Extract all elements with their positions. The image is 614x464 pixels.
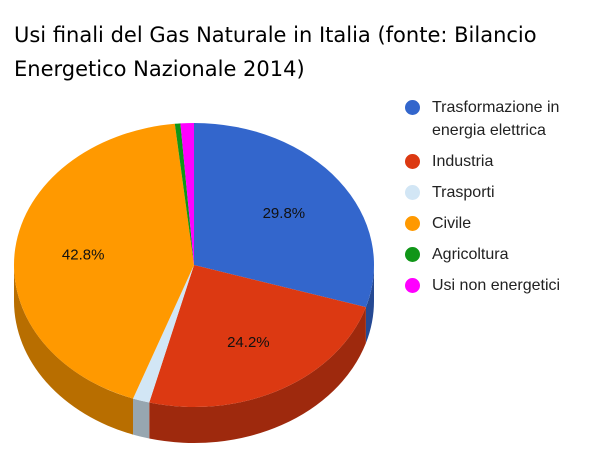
legend: Trasformazione in energia elettrica Indu… xyxy=(402,96,612,305)
legend-swatch-trasporti xyxy=(405,185,420,200)
pie-3d-sides xyxy=(14,265,374,444)
legend-swatch-usi-non-energetici xyxy=(405,278,420,293)
legend-item-civile: Civile xyxy=(402,212,612,235)
legend-label: Industria xyxy=(432,153,494,170)
slice-side-trasporti xyxy=(133,398,150,439)
legend-item-agricoltura: Agricoltura xyxy=(402,243,612,266)
legend-label: Agricoltura xyxy=(432,246,509,263)
pie-slices xyxy=(13,122,375,408)
legend-item-industria: Industria xyxy=(402,150,612,173)
legend-item-usi-non-energetici: Usi non energetici xyxy=(402,274,612,297)
slice-industria xyxy=(149,265,366,408)
slice-side-civile xyxy=(14,265,134,435)
legend-swatch-trasformazione xyxy=(405,100,420,115)
value-label-trasformazione-in-energia-elettrica: 29.8% xyxy=(263,205,306,222)
legend-swatch-civile xyxy=(405,216,420,231)
legend-label: Trasporti xyxy=(432,184,495,201)
slice-trasformazione-in-energia-elettrica xyxy=(194,123,375,308)
legend-swatch-agricoltura xyxy=(405,247,420,262)
slice-agricoltura xyxy=(174,123,194,266)
legend-label: Usi non energetici xyxy=(432,277,561,294)
value-label-industria: 24.2% xyxy=(227,334,270,351)
legend-label: Civile xyxy=(432,215,472,232)
slice-civile xyxy=(13,123,194,399)
legend-item-trasformazione: Trasformazione in energia elettrica xyxy=(402,96,612,142)
value-label-civile: 42.8% xyxy=(62,247,105,264)
slice-value-labels: 29.8% 24.2% 42.8% xyxy=(62,205,305,351)
slice-trasporti xyxy=(133,265,194,403)
slice-side-industria xyxy=(149,307,366,444)
legend-item-trasporti: Trasporti xyxy=(402,181,612,204)
legend-swatch-industria xyxy=(405,154,420,169)
slice-usi-non-energetici xyxy=(180,122,194,265)
legend-label: Trasformazione in energia elettrica xyxy=(432,99,560,139)
slice-side-trasformazione-in-energia-elettrica xyxy=(365,265,374,344)
chart-title: Usi finali del Gas Naturale in Italia (f… xyxy=(14,23,537,81)
